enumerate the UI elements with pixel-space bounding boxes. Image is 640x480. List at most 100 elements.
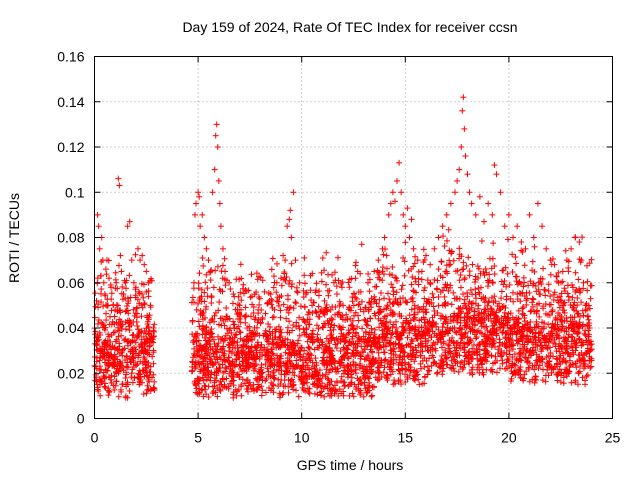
data-point — [546, 358, 553, 365]
data-point — [582, 332, 589, 339]
data-point — [147, 335, 154, 342]
data-point — [460, 364, 467, 371]
data-point — [565, 268, 572, 275]
data-point — [100, 303, 107, 310]
data-point — [462, 353, 469, 360]
data-point — [439, 223, 446, 230]
data-point — [586, 305, 593, 312]
data-point — [576, 289, 583, 296]
data-point — [295, 393, 302, 400]
data-point — [435, 266, 442, 273]
data-point — [454, 177, 461, 184]
data-point — [366, 288, 373, 295]
data-point — [504, 270, 511, 277]
data-point — [194, 300, 201, 307]
data-point — [541, 286, 548, 293]
data-point — [214, 368, 221, 375]
data-point — [531, 243, 538, 250]
data-point — [122, 375, 129, 382]
data-point — [108, 296, 115, 303]
data-point — [583, 262, 590, 269]
data-point — [441, 243, 448, 250]
data-point — [498, 295, 505, 302]
data-point — [105, 392, 112, 399]
data-point — [296, 279, 303, 286]
data-point — [375, 355, 382, 362]
data-point — [245, 388, 252, 395]
data-point — [582, 307, 589, 314]
data-point — [300, 326, 307, 333]
data-point — [116, 343, 123, 350]
data-point — [140, 333, 147, 340]
data-point — [238, 381, 245, 388]
data-point — [466, 348, 473, 355]
data-point — [202, 383, 209, 390]
data-point — [477, 284, 484, 291]
data-point — [296, 314, 303, 321]
data-point — [126, 272, 133, 279]
data-point — [296, 332, 303, 339]
data-point — [119, 283, 126, 290]
data-point — [460, 266, 467, 273]
data-point — [466, 268, 473, 275]
data-point — [106, 275, 113, 282]
data-point — [123, 285, 130, 292]
data-point — [102, 292, 109, 299]
data-point — [144, 321, 151, 328]
data-point — [250, 367, 257, 374]
data-point — [217, 223, 224, 230]
data-point — [340, 344, 347, 351]
data-point — [124, 379, 131, 386]
data-point — [262, 389, 269, 396]
data-point — [150, 371, 157, 378]
data-point — [115, 320, 122, 327]
data-point — [216, 200, 223, 207]
data-point — [522, 245, 529, 252]
data-point — [482, 265, 489, 272]
data-point — [110, 382, 117, 389]
data-point — [132, 251, 139, 258]
data-point — [121, 357, 128, 364]
data-point — [412, 278, 419, 285]
data-point — [103, 271, 110, 278]
data-point — [108, 321, 115, 328]
data-point — [472, 286, 479, 293]
data-point — [248, 271, 255, 278]
data-point — [106, 388, 113, 395]
data-point — [135, 354, 142, 361]
data-point — [115, 175, 122, 182]
data-point — [137, 341, 144, 348]
data-point — [411, 316, 418, 323]
data-point — [346, 284, 353, 291]
data-point — [525, 282, 532, 289]
data-point — [530, 296, 537, 303]
data-point — [542, 292, 549, 299]
data-point — [325, 292, 332, 299]
data-point — [389, 263, 396, 270]
data-point — [207, 269, 214, 276]
data-point — [134, 296, 141, 303]
data-point — [145, 293, 152, 300]
grid — [94, 56, 613, 419]
data-point — [101, 326, 108, 333]
data-point — [548, 261, 555, 268]
data-point — [585, 316, 592, 323]
data-point — [377, 289, 384, 296]
data-point — [384, 302, 391, 309]
data-point — [573, 287, 580, 294]
data-point — [585, 327, 592, 334]
data-point — [370, 384, 377, 391]
data-point — [111, 313, 118, 320]
data-point — [428, 322, 435, 329]
data-point — [468, 200, 475, 207]
data-point — [396, 159, 403, 166]
data-point — [284, 324, 291, 331]
data-point — [389, 189, 396, 196]
data-point — [549, 255, 556, 262]
data-point — [223, 304, 230, 311]
data-point — [580, 321, 587, 328]
data-point — [294, 289, 301, 296]
data-point — [140, 281, 147, 288]
data-point — [151, 321, 158, 328]
data-point — [366, 299, 373, 306]
